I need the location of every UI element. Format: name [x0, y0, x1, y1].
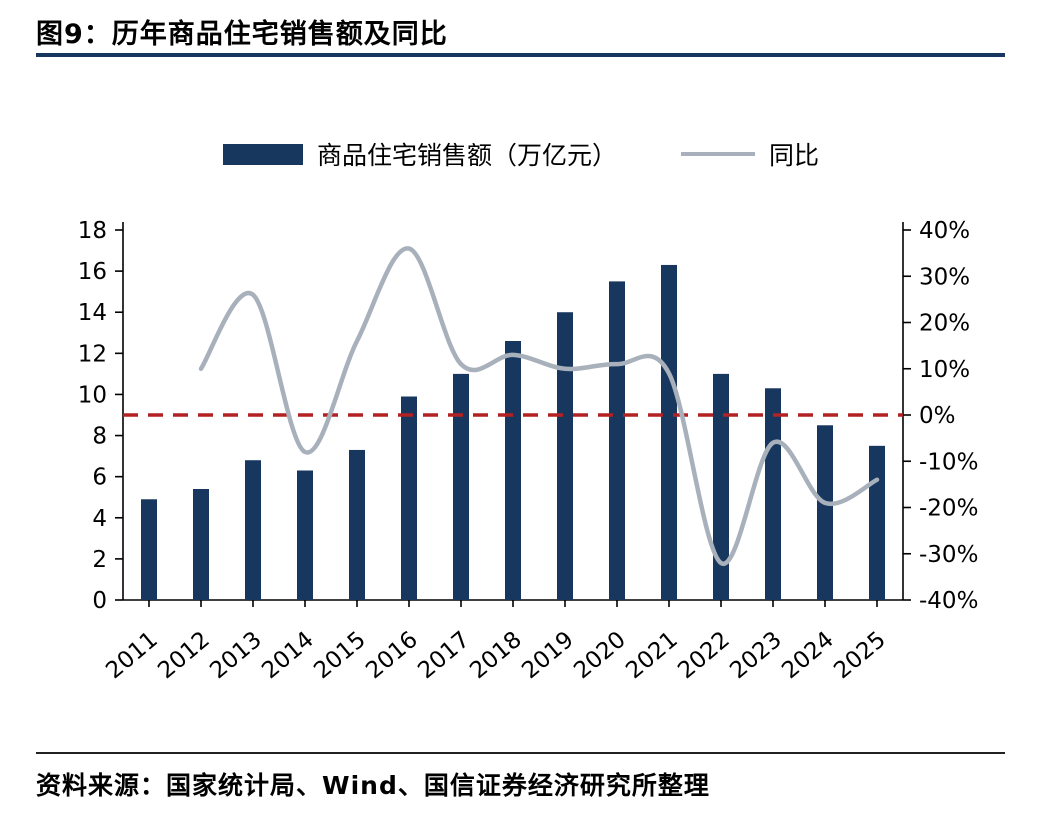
- left-axis: 0 2 4 6 8 10 12 14 16 18: [78, 218, 123, 614]
- svg-text:2017: 2017: [413, 627, 475, 685]
- svg-text:14: 14: [78, 300, 107, 326]
- svg-text:0%: 0%: [919, 403, 956, 429]
- chart-legend: 商品住宅销售额（万亿元） 同比: [0, 136, 1042, 172]
- title-underline: [36, 53, 1005, 57]
- svg-text:-40%: -40%: [919, 588, 978, 614]
- bars-group: [141, 264, 885, 600]
- svg-text:2018: 2018: [465, 627, 527, 685]
- svg-text:2020: 2020: [569, 627, 631, 685]
- svg-text:2014: 2014: [257, 627, 319, 685]
- bar-2019: [557, 312, 573, 600]
- svg-text:2016: 2016: [361, 627, 423, 685]
- bar-2017: [453, 373, 469, 600]
- bar-2014: [297, 470, 313, 600]
- line-series-swatch-icon: [681, 152, 755, 156]
- bar-2018: [505, 341, 521, 600]
- svg-text:10%: 10%: [919, 357, 970, 383]
- legend-item-sales: 商品住宅销售额（万亿元）: [222, 136, 617, 172]
- footer-divider: [36, 752, 1005, 754]
- svg-text:2023: 2023: [725, 627, 787, 685]
- svg-text:-10%: -10%: [919, 449, 978, 475]
- bar-2024: [817, 425, 833, 600]
- bar-2025: [869, 445, 885, 600]
- svg-text:0: 0: [92, 588, 107, 614]
- svg-text:2011: 2011: [101, 627, 163, 685]
- svg-text:20%: 20%: [919, 311, 970, 337]
- svg-text:30%: 30%: [919, 264, 970, 290]
- x-axis: 2011201220132014201520162017201820192020…: [101, 600, 891, 684]
- svg-text:10: 10: [78, 382, 107, 408]
- svg-text:-30%: -30%: [919, 542, 978, 568]
- svg-text:2025: 2025: [829, 627, 891, 685]
- yoy-line: [198, 246, 880, 566]
- bar-2012: [193, 489, 209, 600]
- line-series-label: 同比: [769, 141, 820, 170]
- svg-text:40%: 40%: [919, 218, 970, 244]
- svg-text:16: 16: [78, 259, 107, 285]
- right-axis: -40% -30% -20% -10% 0% 10% 20% 30% 40%: [903, 218, 978, 614]
- svg-text:12: 12: [78, 341, 107, 367]
- svg-text:2022: 2022: [673, 627, 735, 685]
- bar-2016: [401, 396, 417, 600]
- svg-text:8: 8: [92, 424, 107, 450]
- svg-text:2: 2: [92, 547, 107, 573]
- combo-chart: 0 2 4 6 8 10 12 14 16 18 -40% -30% -20% -10% 0% 10% 20% 3…: [78, 218, 979, 684]
- bar-2011: [141, 499, 157, 600]
- svg-text:-20%: -20%: [919, 496, 978, 522]
- bar-2023: [765, 388, 781, 600]
- svg-text:6: 6: [92, 465, 107, 491]
- figure-title: 图9：历年商品住宅销售额及同比: [36, 19, 448, 50]
- svg-text:2013: 2013: [205, 627, 267, 685]
- bar-2020: [609, 281, 625, 600]
- bar-series-swatch-icon: [222, 143, 303, 165]
- svg-text:2024: 2024: [777, 627, 839, 685]
- bar-2022: [713, 373, 729, 600]
- svg-text:2021: 2021: [621, 627, 683, 685]
- svg-text:4: 4: [92, 506, 107, 532]
- legend-item-yoy: 同比: [681, 136, 819, 172]
- bar-series-label: 商品住宅销售额（万亿元）: [316, 141, 617, 170]
- svg-text:2012: 2012: [153, 627, 215, 685]
- svg-text:2019: 2019: [517, 627, 579, 685]
- source-note: 资料来源：国家统计局、Wind、国信证券经济研究所整理: [36, 771, 710, 800]
- svg-text:18: 18: [78, 218, 107, 244]
- bar-2015: [349, 449, 365, 600]
- bar-2021: [661, 264, 677, 600]
- bar-2013: [245, 460, 261, 600]
- svg-text:2015: 2015: [309, 627, 371, 685]
